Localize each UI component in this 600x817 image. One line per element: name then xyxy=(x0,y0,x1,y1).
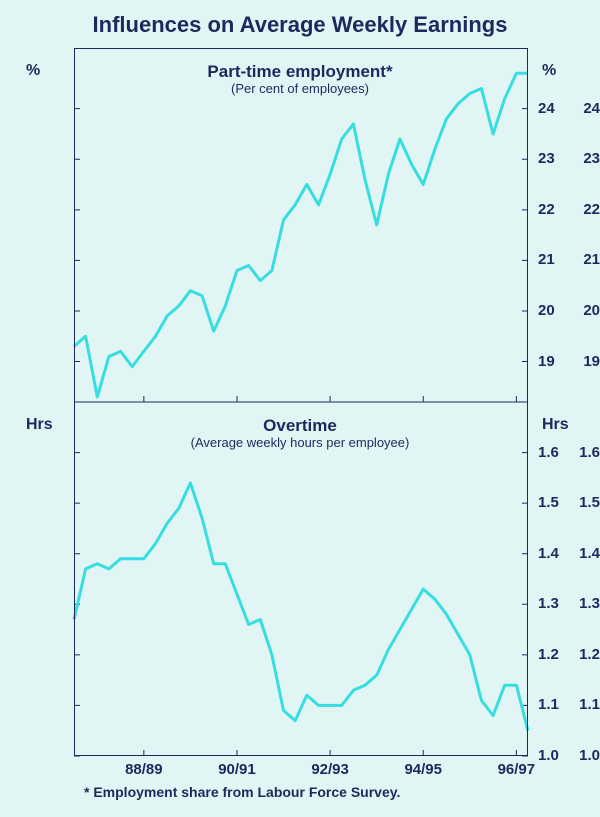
x-tick-label: 96/97 xyxy=(498,761,536,778)
footnote: * Employment share from Labour Force Sur… xyxy=(84,784,400,800)
chart-frame xyxy=(74,48,528,756)
x-tick-label: 94/95 xyxy=(404,761,442,778)
x-tick-label: 88/89 xyxy=(125,761,163,778)
x-tick-label: 92/93 xyxy=(311,761,349,778)
x-tick-label: 90/91 xyxy=(218,761,256,778)
